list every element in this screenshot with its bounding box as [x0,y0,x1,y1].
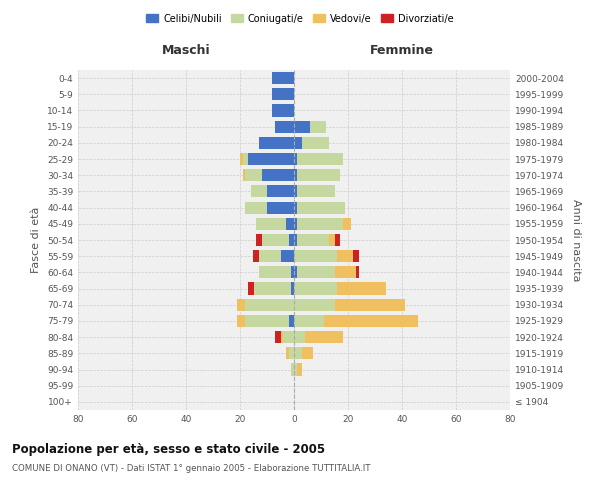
Bar [335,234,340,246]
Bar [294,137,302,149]
Bar [292,364,294,376]
Bar [296,234,329,246]
Bar [259,137,294,149]
Bar [289,348,294,360]
Bar [286,348,289,360]
Bar [337,250,353,262]
Bar [296,186,335,198]
Bar [272,104,294,117]
Bar [296,266,335,278]
Bar [294,218,296,230]
Bar [296,364,302,376]
Bar [281,250,294,262]
Bar [256,234,262,246]
Bar [294,120,310,132]
Bar [335,298,405,311]
Bar [245,315,289,327]
Bar [310,120,326,132]
Bar [296,218,343,230]
Bar [296,153,343,165]
Bar [296,169,340,181]
Bar [356,266,359,278]
Bar [294,298,335,311]
Text: Maschi: Maschi [161,44,211,57]
Bar [335,266,356,278]
Bar [302,137,329,149]
Bar [275,331,281,343]
Text: Femmine: Femmine [370,44,434,57]
Bar [259,250,281,262]
Bar [242,169,245,181]
Bar [283,331,294,343]
Bar [302,348,313,360]
Bar [248,153,294,165]
Bar [294,169,296,181]
Bar [294,282,337,294]
Bar [267,202,294,213]
Bar [294,348,302,360]
Bar [245,298,294,311]
Bar [245,202,267,213]
Bar [289,234,294,246]
Bar [275,120,294,132]
Bar [337,282,386,294]
Bar [294,364,296,376]
Bar [294,153,296,165]
Text: COMUNE DI ONANO (VT) - Dati ISTAT 1° gennaio 2005 - Elaborazione TUTTITALIA.IT: COMUNE DI ONANO (VT) - Dati ISTAT 1° gen… [12,464,371,473]
Bar [286,218,294,230]
Bar [238,298,245,311]
Bar [262,169,294,181]
Bar [256,218,286,230]
Legend: Celibi/Nubili, Coniugati/e, Vedovi/e, Divorziati/e: Celibi/Nubili, Coniugati/e, Vedovi/e, Di… [143,10,457,28]
Bar [289,315,294,327]
Bar [294,266,296,278]
Bar [242,153,248,165]
Bar [294,202,296,213]
Bar [272,72,294,84]
Bar [259,266,292,278]
Bar [292,282,294,294]
Bar [262,234,289,246]
Bar [253,250,259,262]
Bar [294,331,305,343]
Bar [254,282,292,294]
Y-axis label: Fasce di età: Fasce di età [31,207,41,273]
Bar [305,331,343,343]
Bar [353,250,359,262]
Bar [251,186,267,198]
Bar [329,234,335,246]
Bar [296,202,346,213]
Bar [281,331,283,343]
Bar [294,250,337,262]
Bar [292,266,294,278]
Bar [238,315,245,327]
Bar [248,282,254,294]
Bar [343,218,351,230]
Bar [240,153,242,165]
Bar [294,315,324,327]
Bar [267,186,294,198]
Bar [272,88,294,101]
Bar [324,315,418,327]
Bar [245,169,262,181]
Y-axis label: Anni di nascita: Anni di nascita [571,198,581,281]
Text: Popolazione per età, sesso e stato civile - 2005: Popolazione per età, sesso e stato civil… [12,442,325,456]
Bar [294,186,296,198]
Bar [294,234,296,246]
